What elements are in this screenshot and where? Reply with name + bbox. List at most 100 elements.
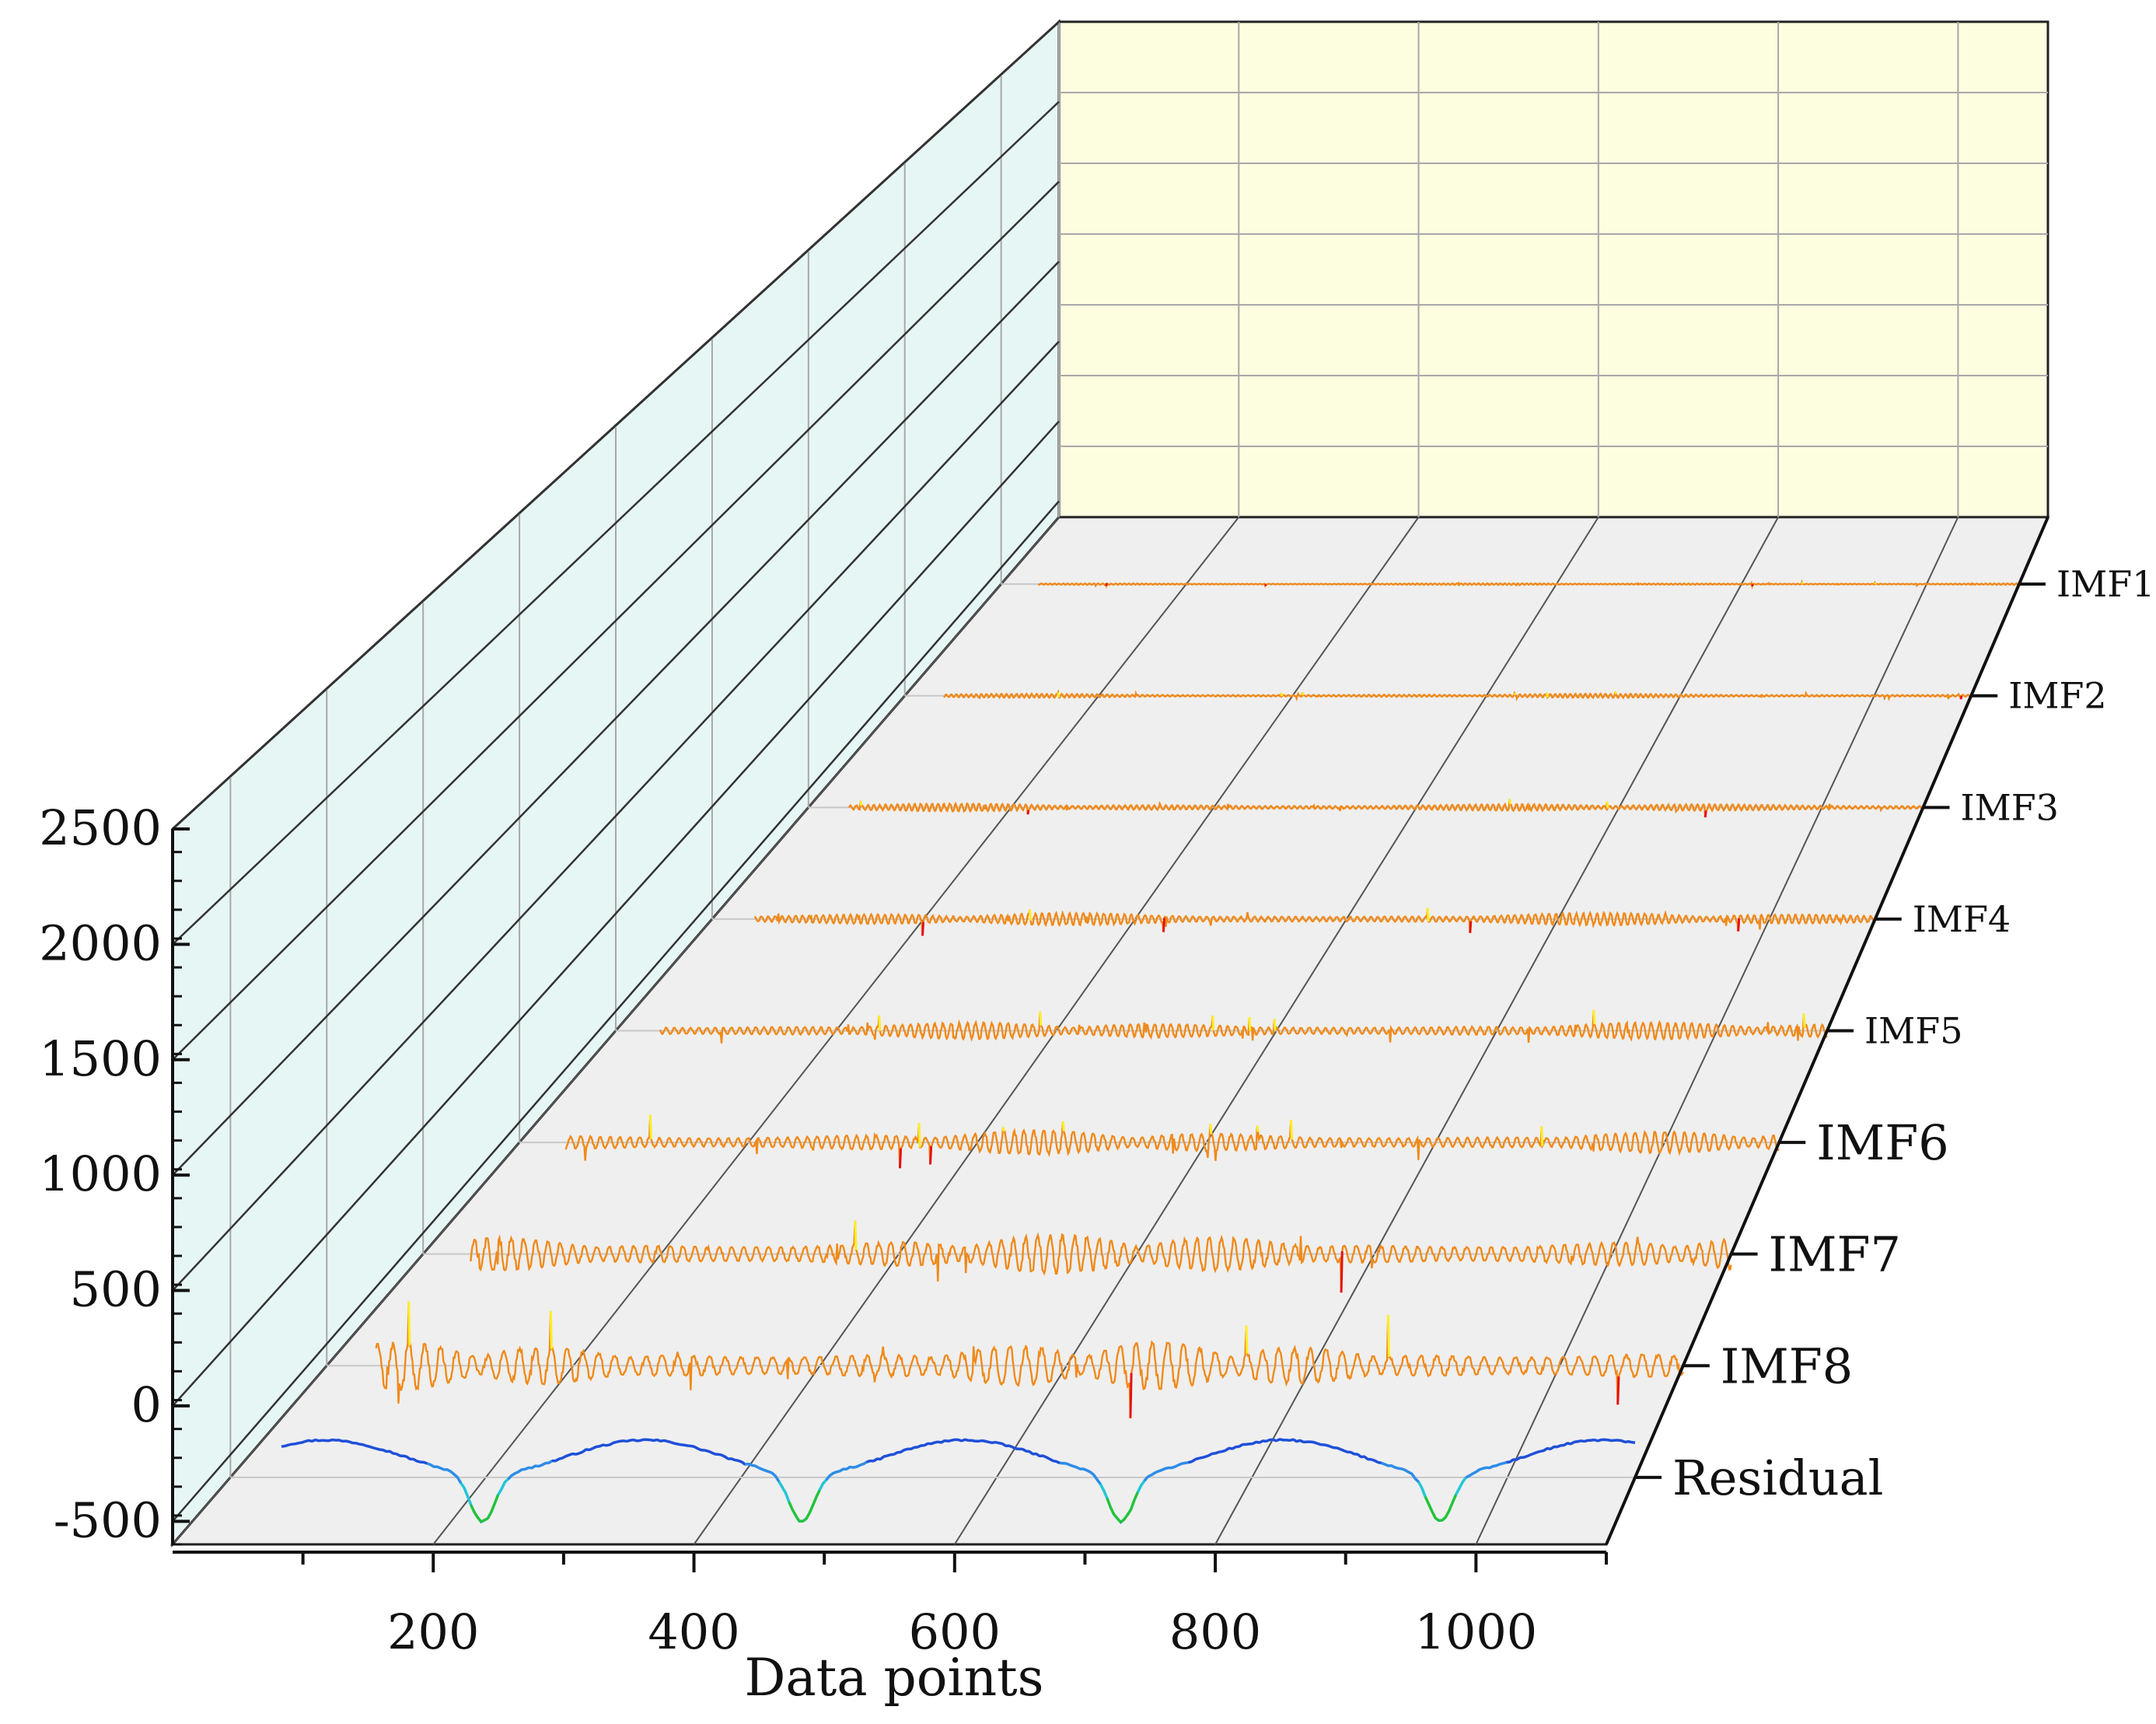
series-segment [1326, 1444, 1331, 1448]
series-segment [1522, 1455, 1528, 1459]
series-segment [460, 1482, 466, 1489]
series-segment [1238, 1443, 1244, 1448]
peak-highlight [1245, 1325, 1249, 1354]
series-segment [1499, 1462, 1504, 1466]
trough-highlight [1162, 918, 1165, 932]
series-segment [1465, 1474, 1470, 1479]
series-segment [477, 1516, 483, 1523]
series-segment [288, 1442, 292, 1446]
series-segment [535, 1464, 540, 1468]
series-line-imf2 [943, 689, 1972, 702]
chart-walls [169, 19, 2050, 1548]
series-segment [1401, 1467, 1406, 1472]
series-highlights-imf6 [648, 1114, 1544, 1169]
series-segment [711, 1451, 715, 1456]
series-segment [900, 1449, 905, 1453]
series-segment [603, 1443, 607, 1447]
x-tick-label: 800 [1169, 1603, 1261, 1660]
series-segment [406, 1455, 411, 1460]
trough-highlight [1703, 810, 1707, 818]
series-segment [1053, 1459, 1057, 1463]
series-segment [1123, 1513, 1129, 1521]
series-segment [426, 1462, 432, 1467]
series-segment [1340, 1448, 1345, 1453]
series-segment [758, 1466, 763, 1471]
series-segment [423, 1460, 428, 1465]
series-segment [281, 1444, 285, 1448]
series-tick-label: IMF2 [2008, 675, 2106, 717]
series-segment [1218, 1449, 1223, 1453]
x-tick-label: 200 [387, 1603, 479, 1660]
series-segment [815, 1489, 821, 1498]
series-segment [1563, 1442, 1568, 1447]
series-segment [466, 1495, 473, 1506]
series-segment [1581, 1439, 1585, 1443]
series-segment [1312, 1440, 1318, 1445]
series-segment [1567, 1442, 1571, 1446]
series-segment [859, 1462, 865, 1467]
series-segment [1008, 1444, 1013, 1449]
series-segment [298, 1441, 302, 1445]
trough-highlight [1737, 918, 1741, 932]
peak-highlight [549, 1311, 553, 1349]
series-segment [1259, 1439, 1264, 1444]
series-segment [487, 1511, 493, 1519]
series-segment [1330, 1445, 1335, 1449]
series-segment [1126, 1509, 1132, 1516]
peak-highlight [1802, 1013, 1806, 1028]
series-segment [984, 1439, 990, 1444]
series-segment [1177, 1462, 1183, 1467]
series-segment [998, 1441, 1003, 1446]
peak-highlight [1028, 909, 1033, 921]
series-segment [1461, 1476, 1467, 1484]
series-segment [670, 1440, 675, 1445]
series-segment [456, 1476, 463, 1484]
series-colormap-residual [281, 1438, 1636, 1523]
back-wall [1057, 20, 2049, 519]
series-segment [1106, 1498, 1113, 1509]
series-segment [1482, 1466, 1487, 1470]
series-segment [721, 1453, 725, 1458]
series-highlights-imf7 [854, 1220, 1344, 1293]
series-segment [650, 1438, 655, 1442]
series-segment [558, 1456, 563, 1460]
series-tick-label: IMF3 [1960, 786, 2058, 828]
series-segment [490, 1502, 496, 1512]
series-segment [1550, 1446, 1555, 1450]
series-segment [774, 1475, 781, 1483]
series-segment [660, 1439, 665, 1442]
series-segment [500, 1481, 506, 1490]
series-segment [1380, 1461, 1386, 1466]
series-segment [1451, 1494, 1457, 1504]
series-segment [829, 1472, 834, 1477]
series-segment [1444, 1510, 1451, 1519]
series-segment [1160, 1467, 1165, 1472]
series-segment [1292, 1438, 1298, 1443]
peak-highlight [1256, 1125, 1260, 1132]
series-segment [1407, 1470, 1413, 1475]
series-line-imf6 [564, 1114, 1780, 1169]
series-segment [958, 1438, 963, 1442]
series-segment [1263, 1439, 1267, 1443]
series-segment [697, 1447, 702, 1452]
trough-highlight [1129, 1373, 1133, 1418]
series-segment [396, 1453, 401, 1457]
series-line-imf8 [375, 1301, 1684, 1418]
series-segment [568, 1452, 573, 1456]
series-segment [1252, 1440, 1257, 1446]
series-segment [1028, 1450, 1034, 1456]
peak-highlight [1508, 799, 1512, 805]
series-segment [1069, 1463, 1075, 1468]
series-segment [1404, 1468, 1410, 1474]
series-segment [348, 1440, 354, 1445]
series-tick-label: IMF5 [1864, 1010, 1962, 1052]
series-segment [1275, 1438, 1281, 1442]
series-segment [653, 1438, 658, 1442]
series-segment [538, 1463, 543, 1468]
series-segment [389, 1449, 394, 1455]
series-segment [811, 1497, 818, 1506]
series-segment [592, 1445, 597, 1450]
series-segment [1420, 1487, 1427, 1498]
series-segment [1272, 1438, 1277, 1442]
series-segment [623, 1439, 627, 1443]
